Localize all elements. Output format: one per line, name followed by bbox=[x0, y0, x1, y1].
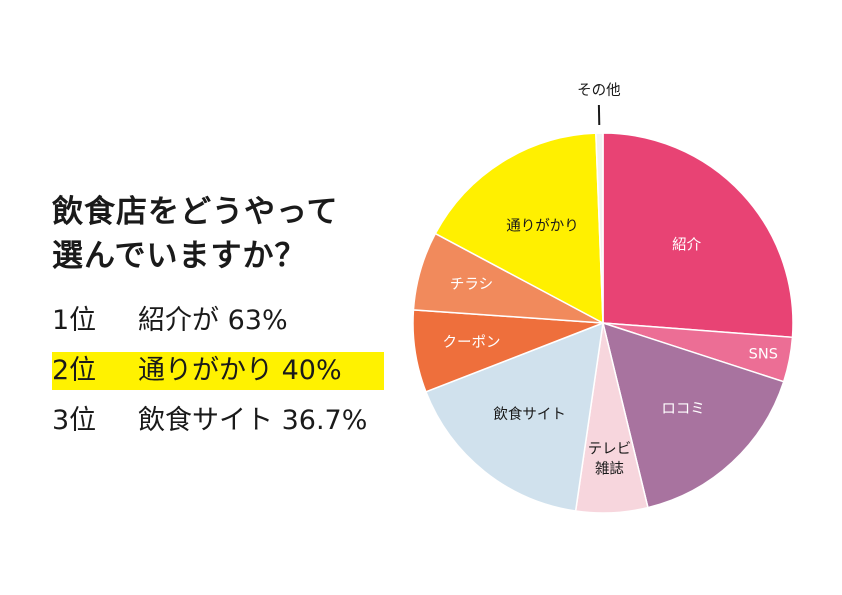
ranking-item-1-text: 紹介が 63% bbox=[138, 305, 288, 336]
ranking-item-1: 1位 紹介が 63% bbox=[52, 302, 288, 340]
ranking-item-2: 2位 通りがかり 40% bbox=[52, 352, 384, 390]
pie-slice-9 bbox=[595, 132, 604, 324]
ranking-item-2-rank: 2位 bbox=[52, 355, 97, 386]
headline-line-2: 選んでいますか？ bbox=[52, 238, 307, 274]
pie-label-2: SNS bbox=[749, 347, 778, 363]
ranking-item-1-rank: 1位 bbox=[52, 305, 97, 336]
pie-slice-1 bbox=[602, 132, 794, 339]
pie-label-6: クーポン bbox=[443, 334, 501, 351]
pie-slice-3 bbox=[601, 321, 785, 509]
headline-line-1: 飲食店をどうやって bbox=[52, 194, 339, 230]
pie-label-4: テレビ雑誌 bbox=[588, 441, 632, 478]
ranking-item-3-text: 飲食サイト 36.7% bbox=[138, 405, 368, 436]
ranking-item-3-rank: 3位 bbox=[52, 405, 97, 436]
pie-label-1: 紹介 bbox=[672, 236, 701, 253]
pie-label-8: 通りがかり bbox=[506, 217, 579, 234]
pie-label-3: ロコミ bbox=[661, 401, 705, 417]
pie-label-9: その他 bbox=[577, 82, 621, 99]
pie-slice-8 bbox=[434, 132, 604, 325]
headline: 飲食店をどうやって 選んでいますか？ bbox=[52, 190, 392, 278]
pie-slice-5 bbox=[424, 321, 604, 512]
pie-label-5: 飲食サイト bbox=[493, 406, 566, 423]
pie-label-7: チラシ bbox=[450, 277, 493, 293]
ranking-item-2-text: 通りがかり 40% bbox=[138, 355, 342, 386]
ranking-item-3: 3位 飲食サイト 36.7% bbox=[52, 402, 367, 440]
